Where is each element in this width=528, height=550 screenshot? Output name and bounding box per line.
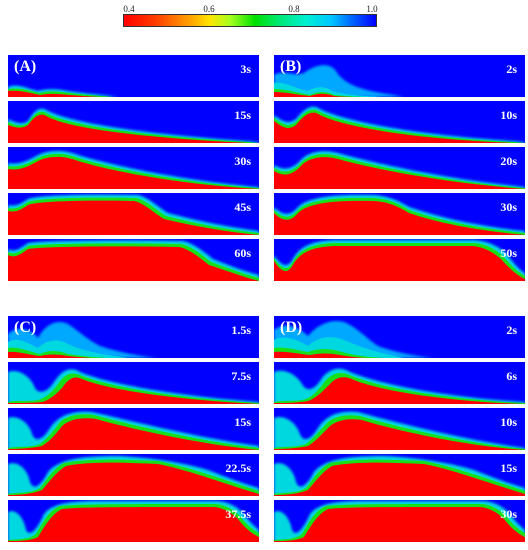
colorbar-tick: 0.6: [203, 4, 215, 14]
time-label: 37.5s: [225, 507, 251, 521]
time-label: 15s: [234, 415, 251, 429]
panel-label: (B): [280, 58, 302, 75]
time-label: 15s: [234, 108, 251, 122]
time-label: 7.5s: [231, 369, 251, 383]
snapshot-strip: 20s: [274, 147, 525, 189]
snapshot-strip: 15s: [274, 454, 525, 496]
panel-label: (A): [14, 58, 37, 75]
time-label: 22.5s: [225, 461, 251, 475]
time-label: 3s: [240, 62, 251, 76]
snapshot-strip: 7.5s: [8, 362, 259, 404]
snapshot-strip: (D) 2s: [274, 316, 525, 358]
panel-label: (C): [14, 319, 37, 336]
time-label: 2s: [506, 62, 517, 76]
snapshot-strip: (B) 2s: [274, 55, 525, 97]
snapshot-strip: 15s: [8, 101, 259, 143]
snapshot-strip: 50s: [274, 239, 525, 281]
time-label: 60s: [234, 246, 251, 260]
time-label: 1.5s: [231, 323, 251, 337]
time-label: 15s: [500, 461, 517, 475]
time-label: 30s: [234, 154, 251, 168]
snapshot-strip: 45s: [8, 193, 259, 235]
time-label: 20s: [500, 154, 517, 168]
time-label: 10s: [500, 108, 517, 122]
colorbar-tick: 1.0: [366, 4, 378, 14]
time-label: 6s: [506, 369, 517, 383]
time-label: 30s: [500, 507, 517, 521]
colorbar: [123, 14, 377, 27]
snapshot-strip: (A) 3s: [8, 55, 259, 97]
snapshot-strip: 15s: [8, 408, 259, 450]
colorbar-tick: 0.8: [288, 4, 300, 14]
time-label: 2s: [506, 323, 517, 337]
time-label: 45s: [234, 200, 251, 214]
snapshot-strip: 22.5s: [8, 454, 259, 496]
panel-label: (D): [280, 319, 303, 336]
snapshot-strip: 10s: [274, 408, 525, 450]
snapshot-strip: 30s: [274, 500, 525, 542]
time-label: 50s: [500, 246, 517, 260]
snapshot-strip: 30s: [8, 147, 259, 189]
colorbar-tick: 0.4: [123, 4, 135, 14]
snapshot-strip: 6s: [274, 362, 525, 404]
time-label: 10s: [500, 415, 517, 429]
snapshot-strip: (C) 1.5s: [8, 316, 259, 358]
snapshot-strip: 10s: [274, 101, 525, 143]
time-label: 30s: [500, 200, 517, 214]
snapshot-strip: 60s: [8, 239, 259, 281]
snapshot-strip: 30s: [274, 193, 525, 235]
snapshot-strip: 37.5s: [8, 500, 259, 542]
